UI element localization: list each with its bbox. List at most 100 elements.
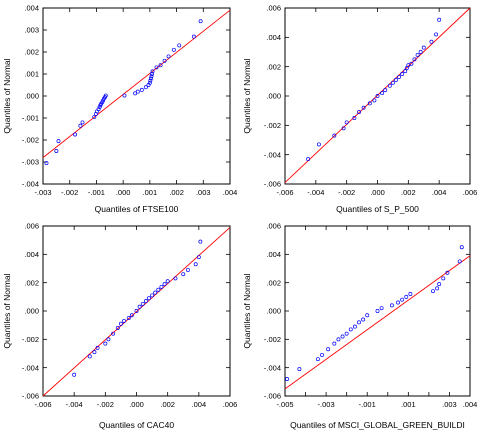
chart-2-qq-point bbox=[150, 293, 155, 298]
chart-3-qq-point bbox=[445, 270, 450, 275]
chart-3-qq-point bbox=[348, 327, 353, 332]
chart-3-ytick-label: .002 bbox=[266, 278, 281, 287]
chart-0-xtick-label: .000 bbox=[116, 188, 131, 197]
chart-2-xtick-label: .006 bbox=[223, 400, 238, 409]
chart-2-qq-point bbox=[115, 326, 120, 330]
chart-3-xtick-label: .003 bbox=[442, 400, 457, 409]
chart-1-panel: -.006 -.004 -.002 .000 .002 .004 .006 -.006 -.00… bbox=[242, 4, 477, 214]
chart-1-qq-point bbox=[341, 126, 346, 131]
chart-3-qq-point bbox=[352, 324, 357, 329]
chart-3-y-axis-title: Quantiles of Normal bbox=[242, 273, 252, 348]
chart-1-qq-point bbox=[372, 98, 377, 103]
chart-3-plot-frame bbox=[284, 225, 471, 397]
chart-0-ytick-label: .001 bbox=[24, 70, 39, 79]
chart-2-ytick-label: -.006 bbox=[22, 392, 39, 401]
chart-3-x-axis-title: Quantiles of MSCI_GLOBAL_GREEN_BUILDI bbox=[290, 420, 465, 430]
chart-1-qq-point bbox=[412, 57, 417, 62]
chart-2-ytick-label: .006 bbox=[24, 222, 39, 231]
chart-2-ytick-label: .000 bbox=[24, 307, 39, 316]
chart-1-qq-point bbox=[404, 66, 409, 71]
chart-1-qq-point bbox=[352, 116, 357, 120]
chart-1-ytick-label: -.002 bbox=[264, 121, 281, 130]
chart-1-ytick-label: .004 bbox=[266, 33, 281, 42]
chart-3-xtick-label: -.005 bbox=[276, 400, 293, 409]
chart-3-xtick-label: .001 bbox=[401, 400, 416, 409]
chart-3-reference-line bbox=[284, 255, 471, 390]
chart-3-qq-point bbox=[396, 300, 401, 305]
chart-0-qq-point bbox=[135, 89, 140, 94]
chart-0-qq-point bbox=[158, 63, 163, 68]
chart-2-qq-point bbox=[103, 341, 108, 346]
chart-2-qq-point bbox=[181, 272, 186, 277]
chart-3-qq-point bbox=[379, 306, 384, 311]
chart-2-qq-point bbox=[122, 318, 126, 323]
chart-0-qq-point bbox=[80, 120, 85, 125]
chart-0-qq-point bbox=[149, 74, 154, 79]
chart-2-qq-point bbox=[118, 321, 123, 326]
chart-2-qq-point bbox=[126, 316, 131, 321]
chart-1-qq-point bbox=[421, 45, 426, 50]
chart-3-qq-point bbox=[326, 347, 331, 352]
chart-2-qq-point bbox=[159, 284, 164, 289]
chart-1-qq-point bbox=[390, 80, 395, 85]
chart-0-panel: -.004-.003-.002-.001.000.001.002.003.004… bbox=[2, 4, 237, 214]
chart-3-xtick-label: -.003 bbox=[318, 400, 335, 409]
chart-0-xtick-label: .001 bbox=[143, 188, 158, 197]
chart-2-qq-point bbox=[156, 287, 161, 292]
chart-1-qq-point bbox=[375, 94, 380, 98]
chart-2-y-axis-title: Quantiles of Normal bbox=[2, 273, 12, 348]
chart-3-ytick-label: -.002 bbox=[264, 335, 281, 344]
chart-2-xtick-label: .002 bbox=[160, 400, 175, 409]
chart-2-xtick-label: -.004 bbox=[66, 400, 83, 409]
chart-3-qq-point bbox=[340, 334, 345, 339]
chart-1-xtick-label: .004 bbox=[432, 188, 447, 197]
chart-1-xtick-label: .006 bbox=[463, 188, 478, 197]
chart-1-x-axis-title: Quantiles of S_P_500 bbox=[336, 204, 419, 214]
chart-0-qq-point bbox=[78, 123, 83, 128]
chart-2-x-axis-title: Quantiles of CAC40 bbox=[99, 420, 174, 430]
chart-2-xtick-label: .004 bbox=[192, 400, 207, 409]
chart-1-xtick-label: .000 bbox=[370, 188, 385, 197]
chart-0-ytick-label: .003 bbox=[24, 26, 39, 35]
chart-1-qq-point bbox=[383, 88, 388, 93]
chart-2-qq-point bbox=[153, 290, 158, 295]
chart-0-qq-point bbox=[166, 54, 171, 59]
chart-1-qq-point bbox=[332, 133, 337, 138]
chart-3-qq-point bbox=[344, 331, 349, 336]
chart-2-qq-point bbox=[196, 255, 201, 260]
chart-1-y-axis-title: Quantiles of Normal bbox=[242, 58, 252, 133]
chart-2-ytick-label: -.004 bbox=[22, 363, 39, 372]
chart-3-qq-point bbox=[457, 259, 462, 264]
chart-2-qq-point bbox=[95, 345, 100, 350]
chart-1-xtick-label: -.006 bbox=[276, 188, 293, 197]
chart-0-plot-frame bbox=[42, 7, 231, 185]
chart-3-ytick-label: -.006 bbox=[264, 392, 281, 401]
chart-1-qq-point bbox=[306, 157, 311, 162]
chart-2-ytick-label: .002 bbox=[24, 278, 39, 287]
chart-3-qq-point bbox=[320, 352, 324, 357]
chart-0-qq-point bbox=[147, 80, 152, 85]
chart-1-qq-point bbox=[380, 91, 385, 96]
chart-2-qq-point bbox=[137, 304, 142, 309]
chart-2-qq-point bbox=[87, 354, 92, 359]
chart-3-qq-point bbox=[297, 367, 302, 372]
chart-3-panel: -.006 -.004 -.002 .000 .002 .004 .006 -.005 -.00… bbox=[242, 222, 477, 430]
chart-0-xtick-label: -.001 bbox=[88, 188, 105, 197]
chart-1-qq-point bbox=[387, 83, 392, 88]
chart-1-xtick-label: -.004 bbox=[307, 188, 324, 197]
chart-3-qq-point bbox=[400, 297, 405, 302]
chart-3-ytick-label: .006 bbox=[266, 222, 281, 231]
chart-0-qq-point bbox=[148, 78, 153, 83]
chart-0-xtick-label: .002 bbox=[169, 188, 184, 197]
chart-0-qq-point bbox=[122, 93, 127, 98]
chart-0-qq-point bbox=[44, 161, 49, 166]
chart-0-ytick-label: -.001 bbox=[22, 114, 39, 123]
chart-3-qq-point bbox=[336, 337, 341, 342]
chart-0-qq-point bbox=[171, 47, 176, 52]
chart-1-ytick-label: -.006 bbox=[264, 180, 281, 189]
chart-1-xtick-label: -.002 bbox=[338, 188, 355, 197]
chart-2-qq-point bbox=[134, 309, 139, 313]
chart-0-qq-point bbox=[73, 132, 78, 137]
chart-2-panel: -.006 -.004 -.002 .000 .002 .004 .006 -.006 -.00… bbox=[2, 222, 237, 430]
